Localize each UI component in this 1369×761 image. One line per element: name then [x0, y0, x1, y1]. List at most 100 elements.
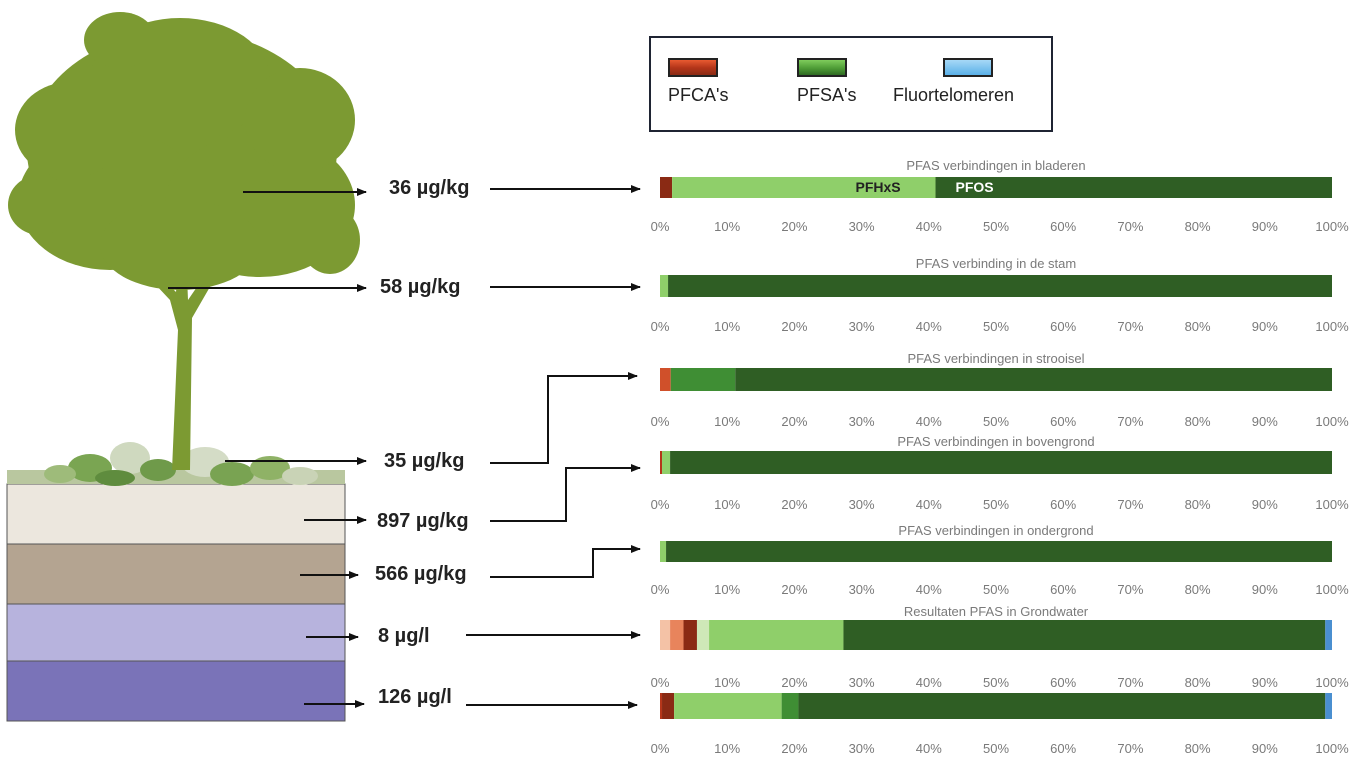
x-tick-label: 90%: [1251, 319, 1278, 334]
x-tick-label: 100%: [1315, 219, 1349, 234]
x-tick-label: 20%: [781, 741, 808, 756]
x-tick-label: 60%: [1050, 675, 1077, 690]
x-tick-label: 30%: [848, 582, 875, 597]
x-tick-label: 0%: [650, 414, 670, 429]
bar-segment: [660, 451, 663, 474]
chart-title: PFAS verbindingen in strooisel: [907, 351, 1085, 366]
stacked-bars: [660, 177, 1332, 719]
x-tick-label: 20%: [781, 497, 808, 512]
bar-segment-label: PFHxS: [855, 179, 901, 195]
x-tick-label: 40%: [915, 319, 942, 334]
legend: PFCA's PFSA's Fluortelomeren: [649, 36, 1053, 132]
x-tick-label: 70%: [1117, 319, 1144, 334]
concentration-topsoil: 897 µg/kg: [377, 510, 469, 532]
bar-segment: [670, 451, 1332, 474]
bar-segment: [781, 693, 799, 719]
x-tick-label: 70%: [1117, 675, 1144, 690]
x-tick-label: 20%: [781, 219, 808, 234]
x-tick-label: 80%: [1184, 319, 1211, 334]
x-tick-label: 100%: [1315, 741, 1349, 756]
bar-segment: [660, 693, 663, 719]
x-tick-label: 40%: [915, 582, 942, 597]
legend-swatch-fluortelomeren: [943, 58, 993, 77]
concentration-groundwater-deep: 126 µg/l: [378, 686, 452, 708]
x-tick-label: 70%: [1117, 414, 1144, 429]
bar-segment: [668, 275, 1332, 297]
x-tick-label: 100%: [1315, 675, 1349, 690]
concentration-leaves: 36 µg/kg: [389, 177, 470, 199]
bar-segment-label: PFOS: [955, 179, 994, 195]
bar-segment: [660, 368, 671, 391]
x-tick-label: 40%: [915, 497, 942, 512]
x-tick-label: 50%: [982, 741, 1010, 756]
x-tick-label: 100%: [1315, 582, 1349, 597]
soil-layer-subsoil: [6, 543, 346, 605]
concentration-groundwater-shallow: 8 µg/l: [378, 625, 430, 647]
bar-segment: [660, 177, 673, 198]
concentration-subsoil: 566 µg/kg: [375, 563, 467, 585]
x-tick-label: 90%: [1251, 675, 1278, 690]
x-tick-label: 80%: [1184, 582, 1211, 597]
arrow-subsoil-out: [490, 545, 641, 578]
x-tick-label: 60%: [1050, 319, 1077, 334]
x-tick-label: 10%: [714, 319, 741, 334]
x-tick-label: 50%: [982, 675, 1010, 690]
bar-segment: [1325, 620, 1332, 650]
x-tick-label: 10%: [714, 414, 741, 429]
x-tick-label: 40%: [915, 414, 942, 429]
x-tick-label: 80%: [1184, 497, 1211, 512]
bar-segment: [696, 620, 710, 650]
x-tick-label: 40%: [915, 675, 942, 690]
x-tick-label: 10%: [714, 675, 741, 690]
bar-segment: [662, 451, 671, 474]
legend-item-pfsa: PFSA's: [797, 58, 856, 106]
x-tick-label: 70%: [1117, 219, 1144, 234]
x-tick-label: 30%: [848, 741, 875, 756]
x-tick-label: 60%: [1050, 497, 1077, 512]
x-tick-label: 80%: [1184, 675, 1211, 690]
soil-layer-groundwater-shallow: [6, 603, 346, 662]
x-tick-label: 90%: [1251, 497, 1278, 512]
bar-segment: [709, 620, 844, 650]
x-tick-label: 10%: [714, 497, 741, 512]
tree-illustration: [8, 12, 360, 470]
chart-title: PFAS verbindingen in bovengrond: [897, 434, 1095, 449]
x-tick-label: 80%: [1184, 414, 1211, 429]
x-tick-label: 10%: [714, 219, 741, 234]
x-tick-label: 100%: [1315, 414, 1349, 429]
chart-title: PFAS verbindingen in bladeren: [906, 158, 1086, 173]
x-tick-label: 80%: [1184, 219, 1211, 234]
x-tick-label: 90%: [1251, 582, 1278, 597]
bar-segment: [674, 693, 782, 719]
x-tick-label: 90%: [1251, 219, 1278, 234]
legend-swatch-pfsa: [797, 58, 847, 77]
x-tick-label: 50%: [982, 219, 1010, 234]
x-tick-label: 0%: [650, 675, 670, 690]
soil-profile: [6, 483, 346, 722]
legend-item-pfca: PFCA's: [668, 58, 728, 106]
bar-segment: [660, 620, 671, 650]
x-tick-label: 50%: [982, 582, 1010, 597]
legend-swatch-pfca: [668, 58, 718, 77]
x-tick-label: 60%: [1050, 219, 1077, 234]
x-tick-label: 30%: [848, 219, 875, 234]
litter-layer-illustration: [7, 442, 345, 486]
bar-segment: [660, 541, 667, 562]
x-tick-label: 30%: [848, 675, 875, 690]
soil-layer-groundwater-deep: [6, 660, 346, 722]
x-tick-label: 100%: [1315, 319, 1349, 334]
x-tick-label: 90%: [1251, 414, 1278, 429]
x-tick-label: 60%: [1050, 741, 1077, 756]
x-tick-label: 70%: [1117, 582, 1144, 597]
concentration-litter: 35 µg/kg: [384, 450, 465, 472]
bar-segment: [662, 693, 675, 719]
legend-label-fluortelomeren: Fluortelomeren: [893, 85, 1015, 105]
x-tick-label: 80%: [1184, 741, 1211, 756]
bar-segment: [843, 620, 1326, 650]
x-tick-label: 20%: [781, 414, 808, 429]
x-tick-label: 20%: [781, 582, 808, 597]
x-tick-label: 0%: [650, 582, 670, 597]
arrow-topsoil-out: [490, 464, 641, 522]
x-tick-label: 40%: [915, 219, 942, 234]
x-tick-label: 70%: [1117, 497, 1144, 512]
